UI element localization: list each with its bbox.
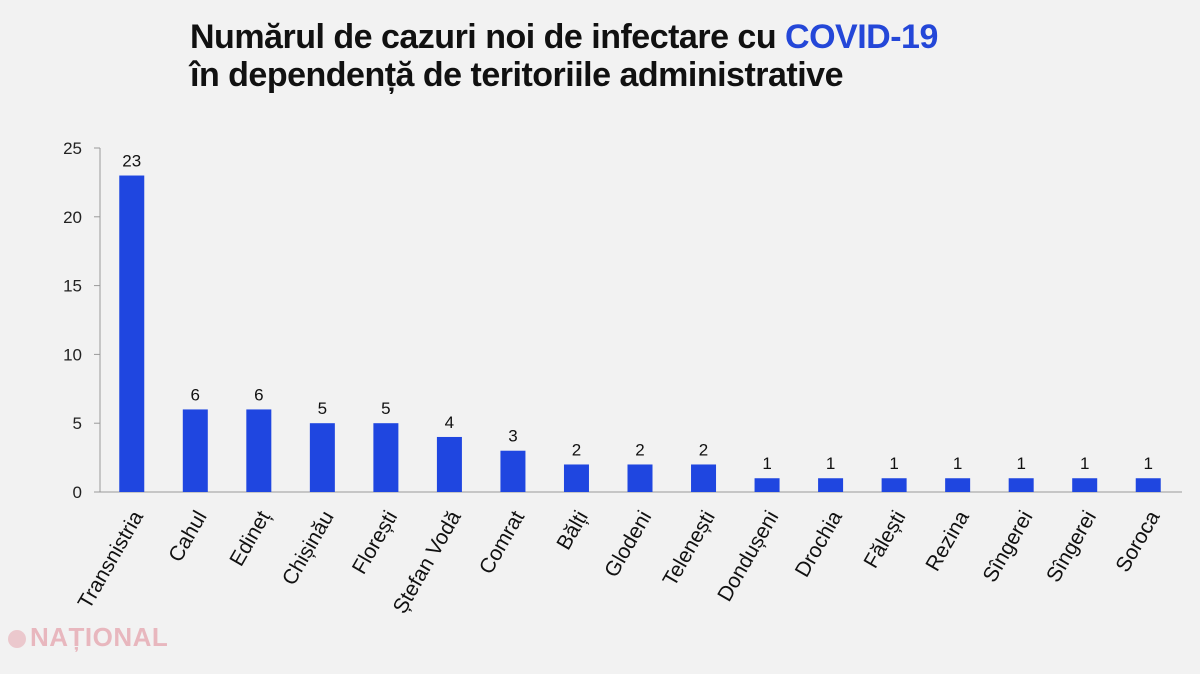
category-label: Edineț — [225, 507, 275, 570]
bar — [563, 464, 589, 492]
y-tick-label: 25 — [63, 139, 82, 158]
data-label: 1 — [1144, 454, 1153, 473]
data-label: 6 — [191, 385, 200, 404]
data-label: 23 — [122, 152, 141, 171]
data-label: 5 — [318, 399, 327, 418]
bar — [691, 464, 717, 492]
logo-text: NAȚIONAL — [30, 622, 169, 652]
category-label: Drochia — [791, 507, 847, 581]
bar — [754, 478, 780, 492]
category-label: Soroca — [1111, 507, 1164, 576]
y-tick-label: 5 — [73, 414, 82, 433]
data-label: 2 — [635, 440, 644, 459]
category-label: Ștefan Vodă — [389, 507, 466, 618]
data-label: 1 — [762, 454, 771, 473]
national-logo: NAȚIONAL — [8, 622, 168, 653]
data-label: 1 — [889, 454, 898, 473]
bar — [818, 478, 844, 492]
category-label: Florești — [348, 507, 402, 578]
data-label: 3 — [508, 427, 517, 446]
category-label: Transnistria — [74, 507, 149, 613]
bar — [119, 175, 145, 492]
data-label: 1 — [1016, 454, 1025, 473]
data-label: 6 — [254, 385, 263, 404]
category-label: Telenești — [658, 507, 719, 590]
bar — [627, 464, 653, 492]
bar — [436, 436, 462, 492]
category-label: Sîngerei — [978, 507, 1037, 586]
bar — [373, 423, 399, 492]
data-label: 5 — [381, 399, 390, 418]
data-label: 4 — [445, 413, 454, 432]
category-label: Comrat — [475, 507, 529, 578]
bar — [246, 409, 272, 492]
bar — [182, 409, 208, 492]
data-label: 1 — [953, 454, 962, 473]
category-label: Sîngerei — [1042, 507, 1101, 586]
category-label: Glodeni — [600, 507, 656, 581]
data-label: 1 — [1080, 454, 1089, 473]
category-label: Rezina — [921, 507, 974, 575]
category-label: Fălești — [860, 507, 911, 572]
bar — [1135, 478, 1161, 492]
bar — [500, 450, 526, 492]
title-line-2: în dependență de teritoriile administrat… — [190, 56, 843, 94]
y-tick-label: 0 — [73, 483, 82, 502]
bar — [881, 478, 907, 492]
bar — [309, 423, 335, 492]
y-tick-label: 15 — [63, 277, 82, 296]
data-label: 1 — [826, 454, 835, 473]
bar — [945, 478, 971, 492]
y-tick-label: 20 — [63, 208, 82, 227]
bar — [1008, 478, 1034, 492]
title-line-1: Numărul de cazuri noi de infectare cu CO… — [190, 18, 938, 56]
title-highlight: COVID-19 — [785, 18, 938, 56]
data-label: 2 — [572, 440, 581, 459]
category-label: Chișinău — [278, 507, 339, 589]
chart-title: Numărul de cazuri noi de infectare cu CO… — [190, 18, 938, 94]
y-tick-label: 10 — [63, 345, 82, 364]
category-label: Dondușeni — [713, 507, 783, 605]
title-prefix: Numărul de cazuri noi de infectare cu — [190, 18, 786, 56]
logo-icon — [8, 630, 26, 649]
data-label: 2 — [699, 440, 708, 459]
category-label: Bălți — [552, 507, 592, 554]
category-label: Cahul — [164, 507, 211, 566]
bar — [1072, 478, 1098, 492]
